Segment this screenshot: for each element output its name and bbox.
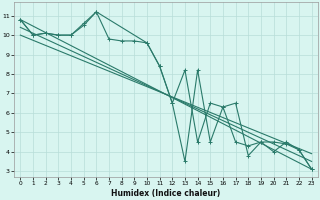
X-axis label: Humidex (Indice chaleur): Humidex (Indice chaleur) — [111, 189, 220, 198]
